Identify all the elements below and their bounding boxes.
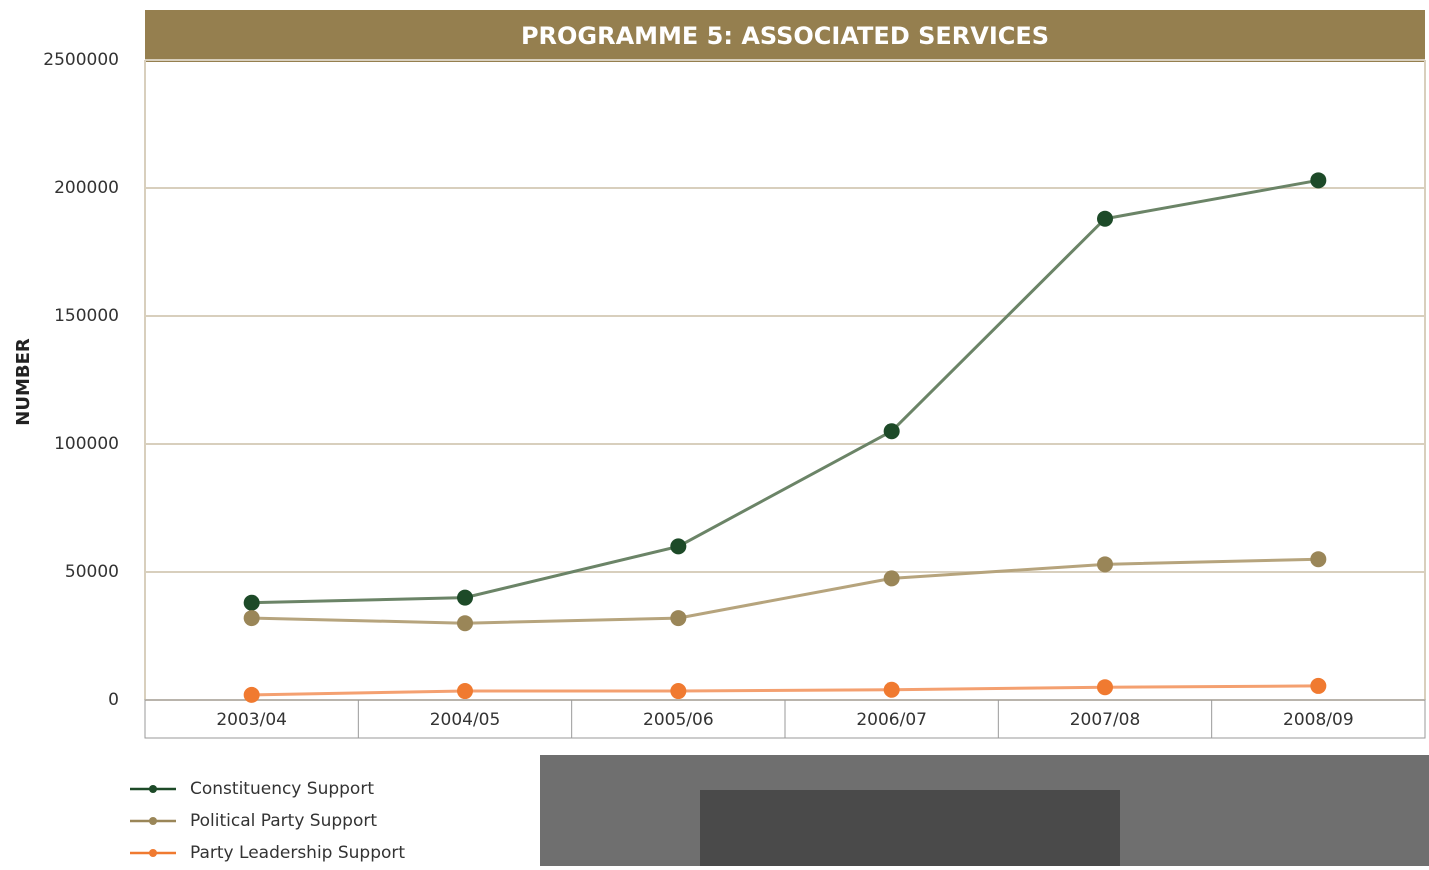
point [670,538,687,555]
legend-label: Constituency Support [190,779,374,799]
point [1310,551,1327,568]
series-line [251,684,1319,697]
point [1097,210,1113,227]
point [670,610,687,627]
point [883,570,900,587]
point [883,423,900,440]
point [670,683,687,700]
title-bar [145,10,1425,62]
x-tick-label: 2003/04 [216,710,287,730]
x-tick-label: 2004/05 [430,710,501,730]
x-tick-label: 2008/09 [1283,710,1354,730]
y-tick-label: 150000 [54,306,119,326]
point [1310,677,1327,694]
y-tick-label: 50000 [65,562,119,582]
point [243,686,260,703]
x-tick-label: 2006/07 [856,710,927,730]
series-line [251,178,1319,605]
point [457,615,473,632]
photo-detail [700,790,1120,866]
chart-title: PROGRAMME 5: ASSOCIATED SERVICES [521,22,1049,50]
legend-marker [149,849,157,857]
point [1097,556,1113,573]
point [883,681,900,698]
point [243,610,260,627]
y-tick-label: 100000 [54,434,119,454]
y-axis-label: NUMBER [13,338,34,426]
point [457,589,473,606]
legend-label: Party Leadership Support [190,843,405,863]
point [1310,172,1327,189]
x-tick-label: 2005/06 [643,710,714,730]
series-line [251,557,1319,625]
x-tick-label: 2007/08 [1070,710,1141,730]
legend-marker [149,785,157,793]
point [243,594,260,611]
legend-label: Political Party Support [190,811,377,831]
y-tick-label: 200000 [54,178,119,198]
legend-marker [149,817,157,825]
y-tick-label: 2500000 [43,50,119,70]
point [1097,679,1113,696]
y-tick-label: 0 [108,690,119,710]
point [457,683,473,700]
